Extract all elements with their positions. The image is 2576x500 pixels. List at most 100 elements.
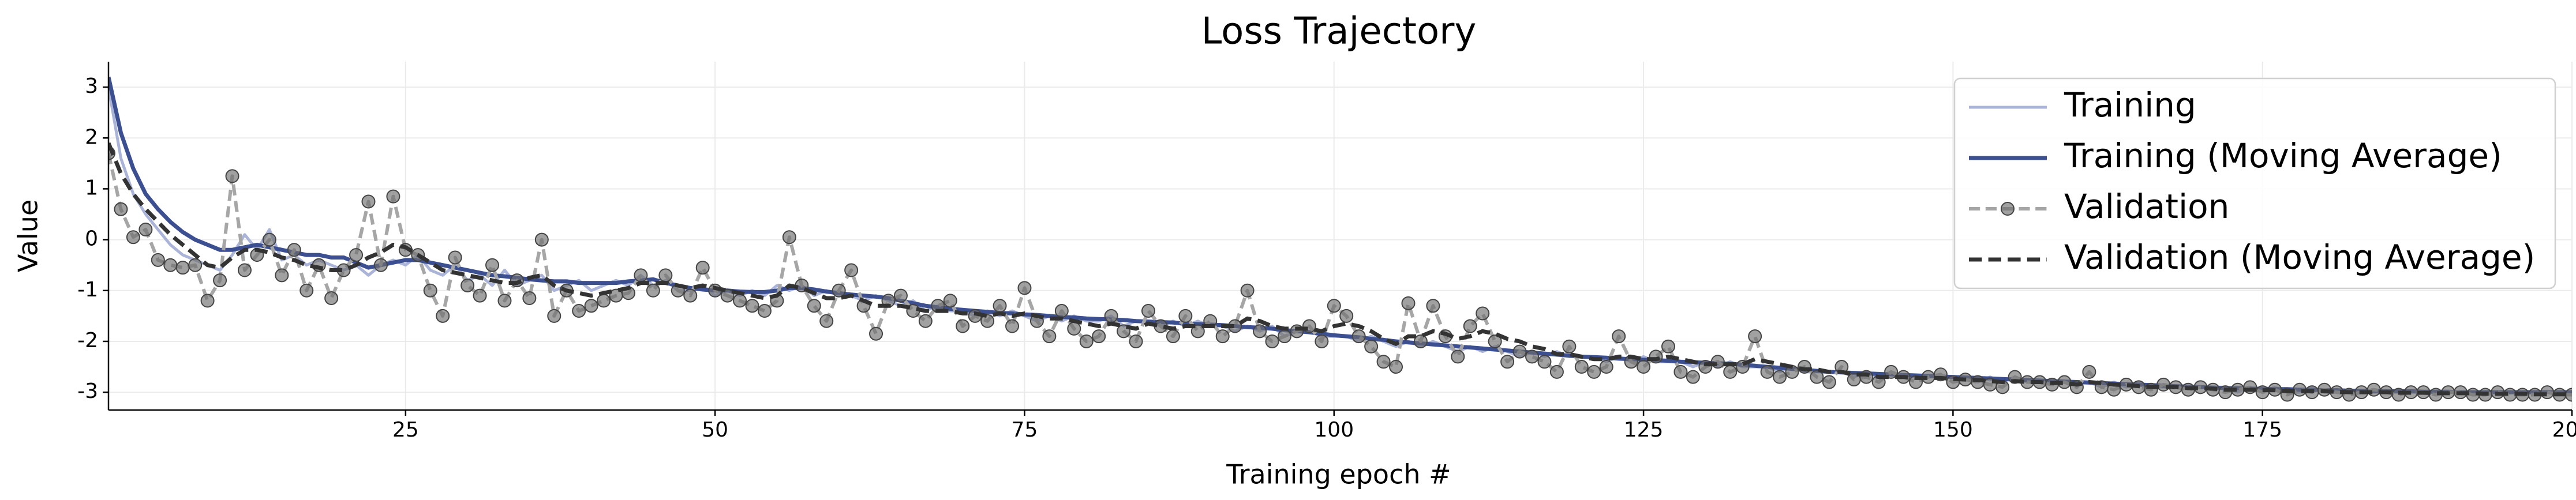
data-point bbox=[1512, 344, 1527, 359]
data-point bbox=[262, 232, 276, 247]
data-point bbox=[807, 299, 821, 313]
data-point bbox=[1686, 370, 1700, 384]
data-point bbox=[1054, 304, 1069, 318]
data-point bbox=[287, 243, 301, 257]
data-point bbox=[497, 294, 512, 308]
data-point bbox=[1599, 360, 1613, 374]
y-tick-label: -3 bbox=[77, 379, 98, 403]
data-point bbox=[1104, 309, 1118, 323]
data-point bbox=[423, 283, 437, 298]
data-point bbox=[386, 189, 400, 204]
data-point bbox=[1215, 329, 1230, 344]
data-point bbox=[1723, 364, 1738, 379]
data-point bbox=[324, 291, 339, 306]
data-point bbox=[1067, 321, 1081, 336]
data-point bbox=[1351, 329, 1366, 344]
data-point bbox=[1376, 355, 1391, 369]
data-point bbox=[1612, 329, 1626, 344]
data-point bbox=[225, 169, 239, 183]
data-point bbox=[634, 268, 648, 283]
data-point bbox=[522, 291, 537, 306]
data-point bbox=[1451, 349, 1465, 364]
x-tick-label: 150 bbox=[1933, 418, 1973, 442]
data-point bbox=[1042, 329, 1057, 344]
legend-label: Validation (Moving Average) bbox=[2064, 238, 2535, 277]
x-tick-label: 50 bbox=[702, 418, 728, 442]
data-point bbox=[1339, 309, 1354, 323]
data-point bbox=[1574, 360, 1589, 374]
data-point bbox=[138, 222, 153, 236]
data-point bbox=[1822, 375, 1836, 389]
data-point bbox=[1129, 334, 1143, 348]
data-point bbox=[1413, 334, 1428, 348]
data-point bbox=[1463, 319, 1477, 333]
data-point bbox=[1178, 309, 1193, 323]
data-point bbox=[1673, 364, 1688, 379]
data-point bbox=[1253, 324, 1267, 339]
y-tick-label: -1 bbox=[77, 278, 98, 302]
data-point bbox=[114, 202, 128, 216]
data-point bbox=[373, 258, 388, 272]
data-point bbox=[188, 258, 203, 272]
data-point bbox=[1773, 370, 1787, 384]
data-point bbox=[460, 278, 475, 292]
y-tick-label: 3 bbox=[85, 74, 98, 98]
series-line bbox=[108, 142, 2572, 397]
data-point bbox=[1315, 334, 1329, 348]
data-point bbox=[1364, 339, 1379, 354]
data-point bbox=[683, 288, 698, 303]
data-point bbox=[1240, 283, 1255, 298]
data-point bbox=[993, 299, 1007, 313]
data-point bbox=[163, 258, 178, 272]
data-point bbox=[361, 194, 376, 209]
data-point bbox=[1661, 339, 1675, 354]
data-point bbox=[1079, 334, 1094, 348]
data-point bbox=[126, 230, 140, 245]
data-point bbox=[646, 283, 660, 298]
data-point bbox=[1005, 319, 1020, 333]
data-point bbox=[1760, 364, 1774, 379]
data-point bbox=[943, 294, 957, 308]
data-point bbox=[572, 304, 586, 318]
data-point bbox=[757, 304, 772, 318]
data-point bbox=[1141, 304, 1155, 318]
data-point bbox=[2255, 385, 2270, 400]
data-point bbox=[1277, 329, 1291, 344]
data-point bbox=[1637, 360, 1651, 374]
data-point bbox=[485, 258, 500, 272]
data-point bbox=[869, 326, 883, 341]
data-point bbox=[695, 261, 710, 275]
data-point bbox=[1748, 329, 1762, 344]
data-point bbox=[832, 283, 846, 298]
x-axis-label: Training epoch # bbox=[1226, 459, 1451, 490]
x-tick-label: 175 bbox=[2242, 418, 2282, 442]
x-tick-label: 200 bbox=[2552, 418, 2576, 442]
data-point bbox=[213, 273, 227, 288]
data-point bbox=[151, 253, 165, 267]
data-point bbox=[782, 230, 796, 245]
data-point bbox=[200, 294, 215, 308]
data-point bbox=[1166, 329, 1180, 344]
data-point bbox=[2082, 364, 2096, 379]
y-tick-label: -2 bbox=[77, 329, 98, 352]
data-point bbox=[1401, 296, 1416, 310]
data-point bbox=[436, 309, 450, 323]
data-point bbox=[473, 288, 487, 303]
data-point bbox=[1525, 349, 1540, 364]
data-point bbox=[1562, 339, 1577, 354]
y-tick-label: 0 bbox=[85, 227, 98, 251]
data-point bbox=[844, 263, 859, 277]
data-point bbox=[819, 314, 834, 328]
data-point bbox=[956, 319, 970, 333]
data-point bbox=[275, 268, 289, 283]
chart-title: Loss Trajectory bbox=[1201, 10, 1477, 53]
data-point bbox=[1092, 329, 1106, 344]
data-point bbox=[893, 288, 908, 303]
data-point bbox=[1017, 281, 1032, 295]
data-point bbox=[2540, 385, 2555, 400]
x-tick-label: 125 bbox=[1624, 418, 1664, 442]
data-point bbox=[448, 250, 462, 265]
legend-label: Training bbox=[2064, 85, 2196, 125]
data-point bbox=[597, 294, 611, 308]
